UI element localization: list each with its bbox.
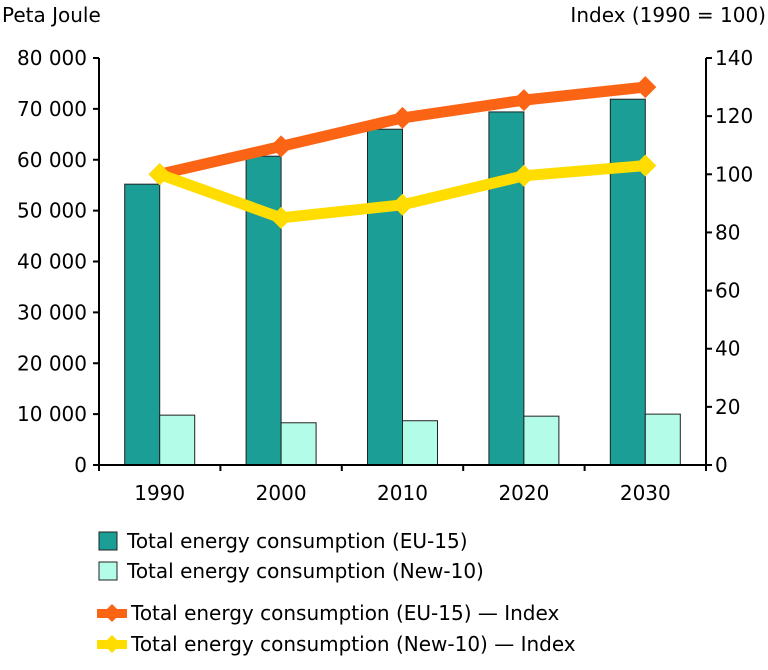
bar-eu15-2020 xyxy=(488,111,525,466)
left-tick-label: 10 000 xyxy=(17,402,87,426)
lines-group xyxy=(148,76,657,229)
left-tick-label: 0 xyxy=(74,453,87,477)
index-marker-new10-1990 xyxy=(148,163,171,186)
right-tick-label: 40 xyxy=(715,337,740,361)
axes-group: 1990 2000 2010 2020 2030 0 10 000 20 000 30 000 4… xyxy=(17,46,753,505)
legend-label: Total energy consumption (EU-15) xyxy=(126,529,468,553)
index-marker-eu15-2010 xyxy=(391,106,414,129)
left-axis-label: Peta Joule xyxy=(2,3,101,27)
right-tick-label: 120 xyxy=(715,104,753,128)
left-tick-label: 40 000 xyxy=(17,250,87,274)
legend-diamond-marker xyxy=(103,604,121,622)
bar-eu15-2010 xyxy=(367,128,403,466)
left-tick-label: 30 000 xyxy=(17,300,87,324)
index-marker-new10-2030 xyxy=(634,154,657,177)
left-tick-label: 50 000 xyxy=(17,199,87,223)
legend-label: Total energy consumption (New-10) — Inde… xyxy=(130,632,576,656)
bar-new10-2000 xyxy=(280,422,317,466)
x-tick-label: 2020 xyxy=(498,481,549,505)
index-marker-new10-2020 xyxy=(512,164,535,187)
bar-eu15-2030 xyxy=(609,98,646,466)
x-tick-label: 2030 xyxy=(620,481,671,505)
right-tick-label: 100 xyxy=(715,162,753,186)
x-tick-label: 2000 xyxy=(256,481,307,505)
x-tick-label: 2010 xyxy=(377,481,428,505)
bar-new10-1990 xyxy=(159,414,196,466)
right-tick-label: 0 xyxy=(715,453,728,477)
index-marker-eu15-2020 xyxy=(512,89,535,112)
legend-swatch-eu15 xyxy=(98,531,118,551)
right-axis-label: Index (1990 = 100) xyxy=(570,3,766,27)
bar-new10-2030 xyxy=(644,413,681,466)
legend-label: Total energy consumption (New-10) xyxy=(126,559,484,583)
left-tick-label: 70 000 xyxy=(17,97,87,121)
index-marker-new10-2010 xyxy=(391,193,414,216)
index-marker-eu15-2030 xyxy=(634,76,657,99)
index-marker-new10-2000 xyxy=(270,206,293,229)
bar-eu15-1990 xyxy=(124,183,161,466)
left-tick-label: 20 000 xyxy=(17,351,87,375)
bars-group xyxy=(124,98,681,466)
legend: Total energy consumption (EU-15) Total en… xyxy=(97,529,576,656)
x-tick-label: 1990 xyxy=(134,481,185,505)
legend-label: Total energy consumption (EU-15) — Index xyxy=(130,601,559,625)
right-tick-label: 60 xyxy=(715,279,740,303)
legend-diamond-marker xyxy=(103,635,121,653)
left-tick-label: 60 000 xyxy=(17,148,87,172)
left-tick-label: 80 000 xyxy=(17,46,87,70)
bar-new10-2010 xyxy=(402,420,438,466)
right-tick-label: 20 xyxy=(715,395,740,419)
bar-new10-2020 xyxy=(523,415,560,466)
index-marker-eu15-2000 xyxy=(270,135,293,158)
right-tick-label: 140 xyxy=(715,46,753,70)
legend-swatch-new10 xyxy=(98,561,118,581)
right-tick-label: 80 xyxy=(715,220,740,244)
